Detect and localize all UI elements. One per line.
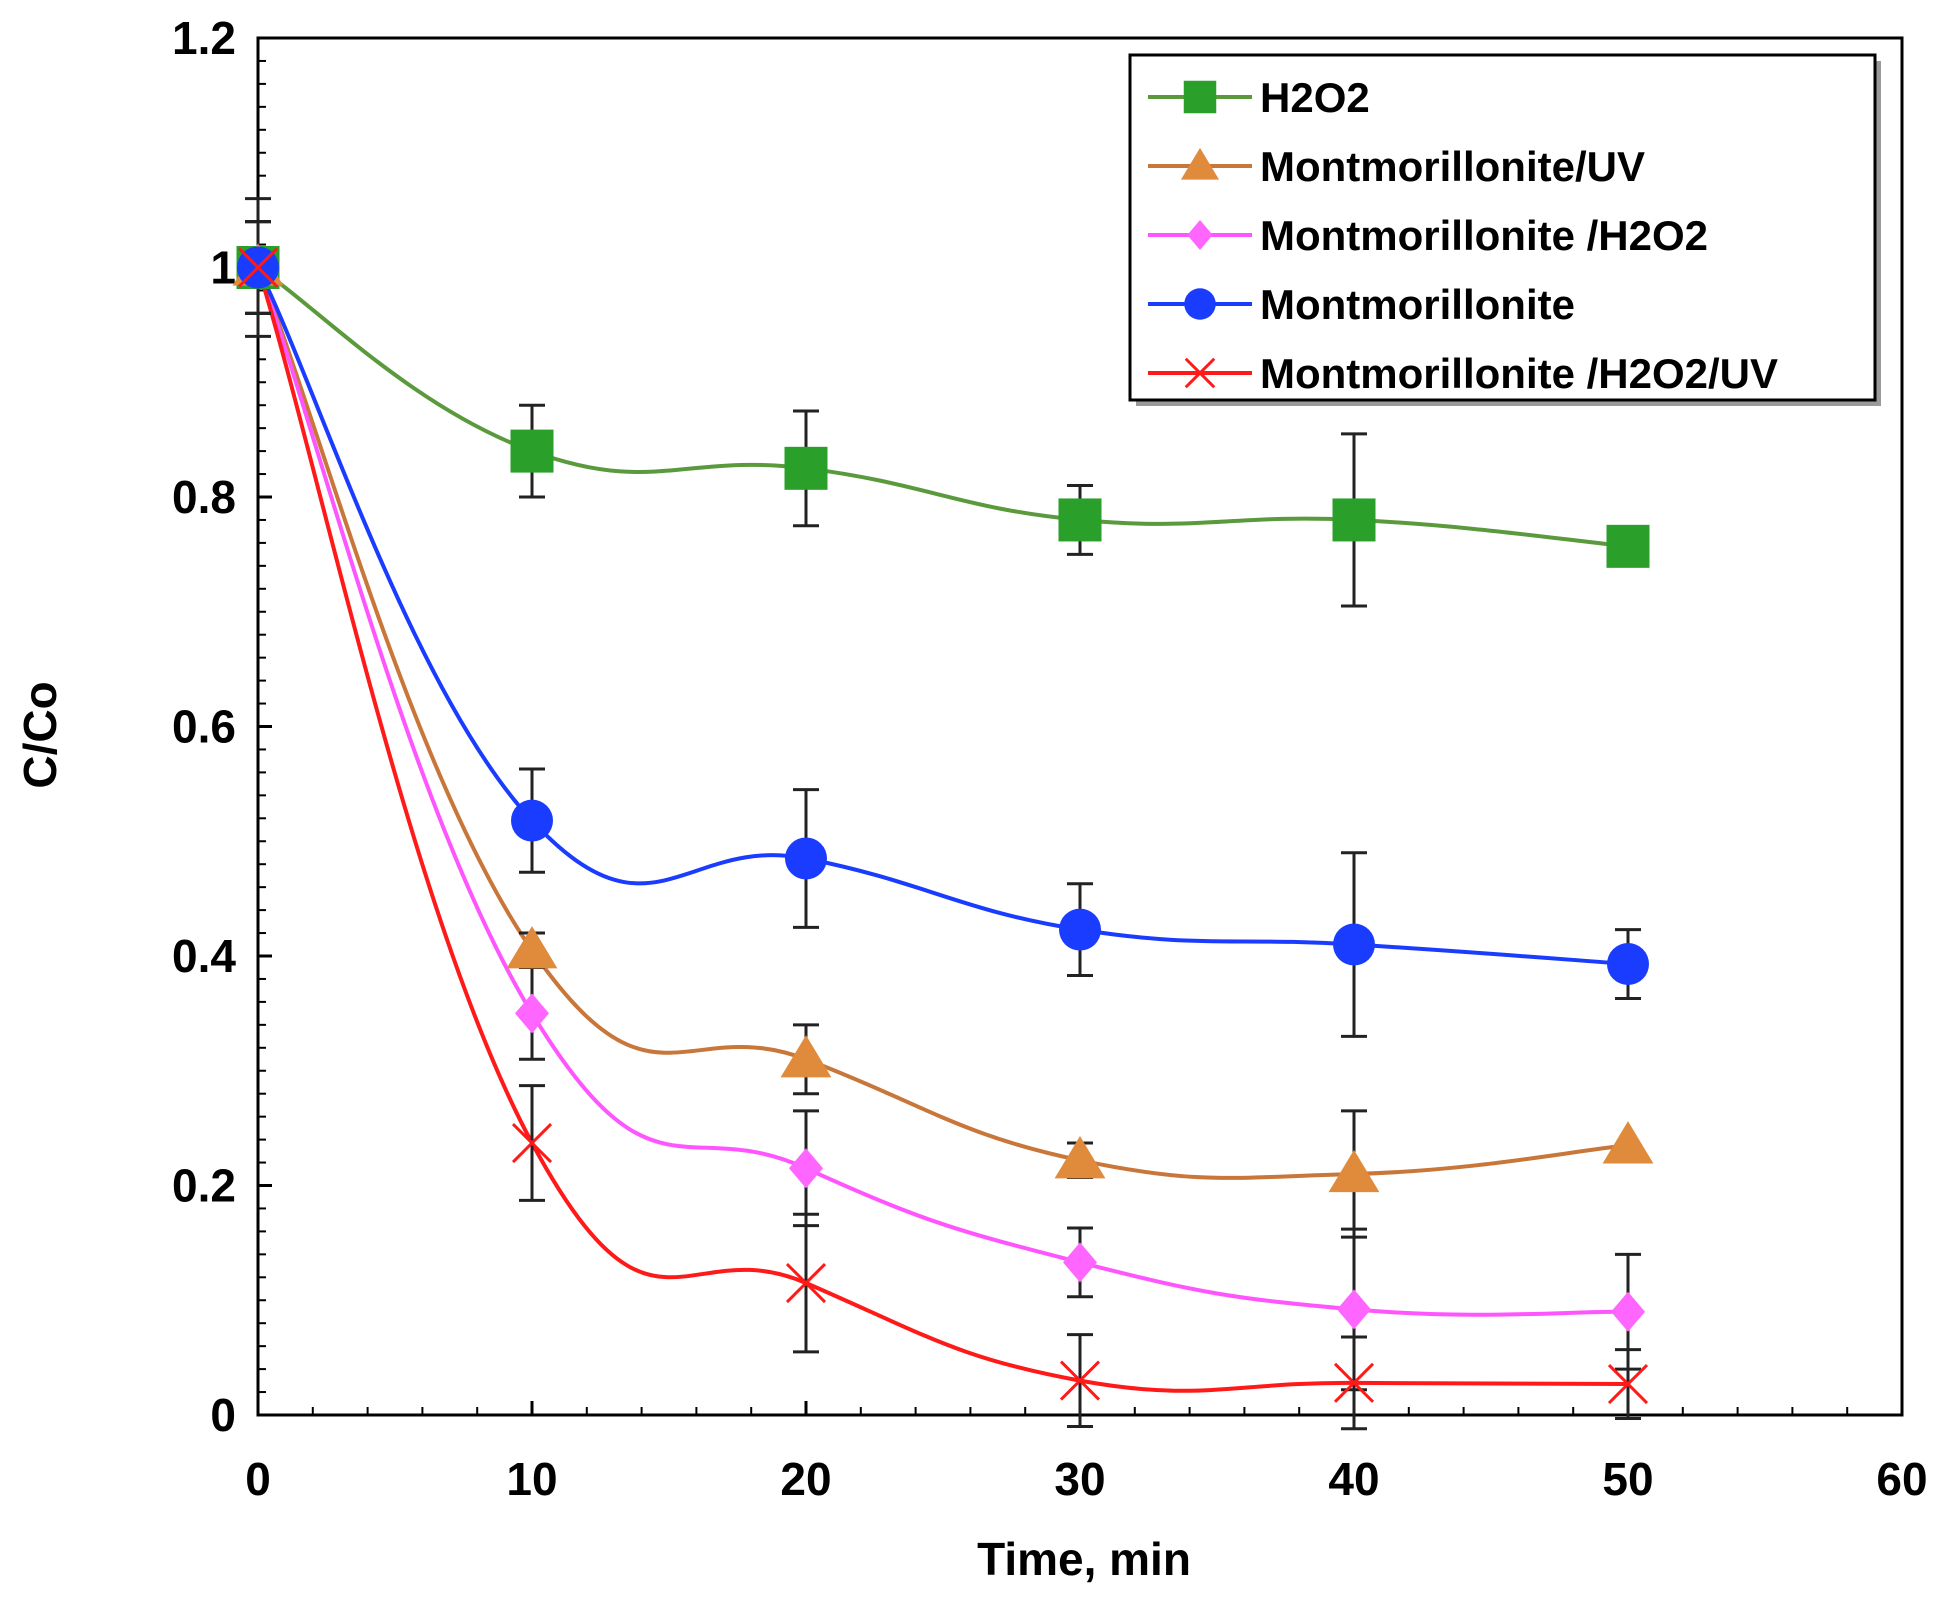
x-tick-label: 50 <box>1602 1453 1653 1505</box>
data-point-montmorillonite-h2o2-uv <box>237 247 279 288</box>
series-line-h2o2 <box>256 265 1629 549</box>
x-tick-label: 40 <box>1328 1453 1379 1505</box>
x-tick-label: 10 <box>506 1453 557 1505</box>
legend-marker-montmorillonite-uv <box>1180 147 1220 180</box>
x-axis: 0 10 20 30 40 50 60 <box>245 1401 1928 1505</box>
legend-item-h2o2: H2O2 <box>1148 74 1370 121</box>
marker-stroke <box>785 1262 827 1304</box>
data-point-h2o2 <box>1606 524 1650 568</box>
legend-item-montmorillonite: Montmorillonite <box>1148 281 1575 328</box>
data-point-montmorillonite <box>1059 908 1101 951</box>
data-point-h2o2 <box>510 429 554 473</box>
legend-marker-montmorillonite <box>1184 288 1216 320</box>
data-point-montmorillonite-uv <box>506 926 558 969</box>
series-lines <box>256 265 1629 1393</box>
y-axis: 0 0.2 0.4 0.6 0.8 1 1.2 <box>172 12 272 1441</box>
legend-marker-montmorillonite-h2o2-uv <box>1184 357 1216 389</box>
series-line-montmorillonite-h2o2 <box>256 266 1629 1317</box>
legend-label: H2O2 <box>1260 74 1370 121</box>
data-point-montmorillonite-h2o2-uv <box>785 1262 827 1304</box>
legend-marker-h2o2 <box>1183 80 1217 114</box>
data-point-montmorillonite <box>785 837 827 880</box>
series-markers <box>232 243 1654 1405</box>
marker-stroke <box>1333 1362 1375 1403</box>
marker-stroke <box>1059 1360 1101 1401</box>
x-tick-label: 20 <box>780 1453 831 1505</box>
data-point-montmorillonite-uv <box>780 1035 832 1078</box>
legend-label: Montmorillonite <box>1260 281 1575 328</box>
y-tick-label: 0.6 <box>172 701 236 753</box>
marker-stroke <box>511 1122 553 1164</box>
marker-stroke <box>1607 1363 1649 1405</box>
data-point-montmorillonite-h2o2-uv <box>1059 1360 1101 1401</box>
x-axis-title: Time, min <box>977 1533 1191 1585</box>
marker-stroke <box>237 247 279 288</box>
legend-item-montmorillonite-h2o2: Montmorillonite /H2O2 <box>1148 212 1708 259</box>
y-tick-label: 1.2 <box>172 12 236 64</box>
legend: H2O2 Montmorillonite/UV Montmorillonite /H… <box>1128 53 1881 406</box>
data-point-montmorillonite-h2o2-uv <box>511 1122 553 1164</box>
legend-label: Montmorillonite /H2O2/UV <box>1260 350 1778 397</box>
data-point-montmorillonite-h2o2 <box>1337 1289 1371 1330</box>
marker-stroke <box>1184 357 1216 389</box>
data-point-montmorillonite-uv <box>1054 1136 1106 1179</box>
legend-box <box>1128 53 1877 402</box>
data-point-h2o2 <box>784 446 828 490</box>
data-point-montmorillonite-h2o2 <box>789 1148 823 1189</box>
legend-item-montmorillonite-h2o2-uv: Montmorillonite /H2O2/UV <box>1148 350 1778 397</box>
data-point-h2o2 <box>1332 498 1376 542</box>
y-tick-label: 0.4 <box>172 930 236 982</box>
data-point-montmorillonite-h2o2-uv <box>1607 1363 1649 1405</box>
data-point-h2o2 <box>1058 498 1102 542</box>
y-tick-label: 0.2 <box>172 1160 236 1212</box>
data-point-montmorillonite-h2o2 <box>1063 1242 1097 1283</box>
y-tick-label: 0 <box>210 1389 236 1441</box>
legend-item-montmorillonite-uv: Montmorillonite/UV <box>1148 143 1645 190</box>
legend-marker-montmorillonite-h2o2 <box>1187 220 1213 250</box>
data-point-montmorillonite <box>1607 943 1649 986</box>
x-tick-label: 60 <box>1876 1453 1927 1505</box>
data-point-montmorillonite-h2o2 <box>515 993 549 1034</box>
data-point-montmorillonite <box>1333 923 1375 966</box>
y-tick-label: 1 <box>210 242 236 294</box>
data-point-montmorillonite <box>511 799 553 842</box>
y-axis-title: C/Co <box>14 681 66 788</box>
data-point-montmorillonite-h2o2 <box>1611 1291 1645 1332</box>
data-point-montmorillonite-uv <box>1602 1121 1654 1164</box>
x-tick-label: 30 <box>1054 1453 1105 1505</box>
legend-label: Montmorillonite/UV <box>1260 143 1645 190</box>
x-tick-label: 0 <box>245 1453 271 1505</box>
legend-label: Montmorillonite /H2O2 <box>1260 212 1708 259</box>
data-point-montmorillonite-uv <box>1328 1149 1380 1193</box>
data-point-montmorillonite-h2o2-uv <box>1333 1362 1375 1403</box>
y-tick-label: 0.8 <box>172 471 236 523</box>
